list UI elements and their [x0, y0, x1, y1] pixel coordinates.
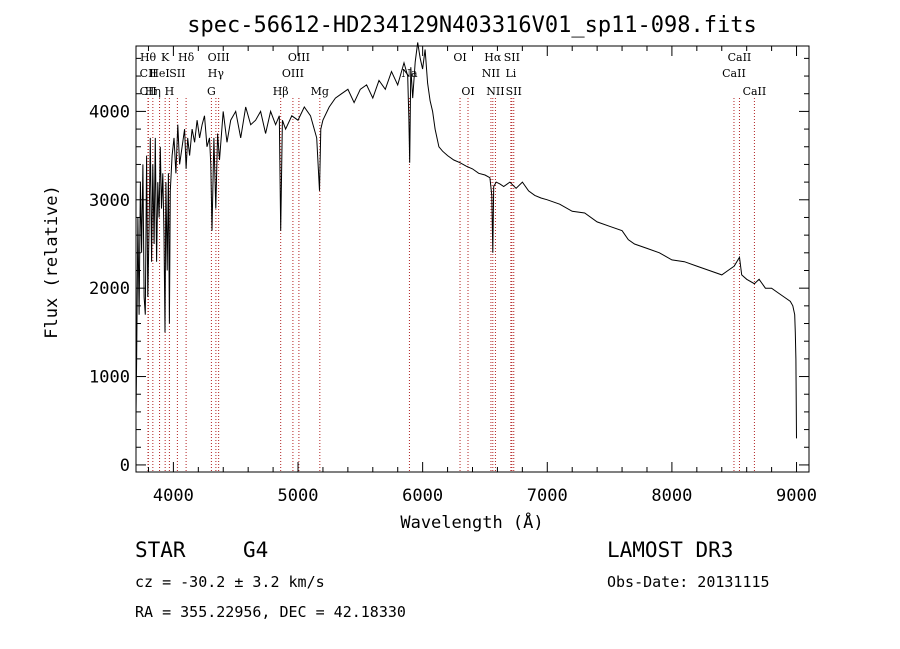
marker-label-15: Mg — [311, 85, 329, 98]
spectrum-series-line — [135, 42, 797, 439]
marker-label-22: Li — [505, 67, 516, 80]
marker-label-17: OI — [453, 51, 466, 64]
marker-label-24: SII — [506, 85, 522, 98]
y-tick-label-2: 2000 — [89, 279, 130, 299]
y-tick-label-4: 4000 — [89, 102, 130, 122]
coordinates: RA = 355.22956, DEC = 42.18330 — [135, 603, 406, 621]
marker-label-5: K — [161, 51, 170, 64]
marker-label-0: Hθ — [140, 51, 157, 64]
marker-label-3: HeI — [149, 67, 169, 80]
obs-date: Obs-Date: 20131115 — [607, 573, 770, 591]
marker-label-10: Hγ — [208, 67, 225, 80]
marker-label-6: H — [165, 85, 175, 98]
plot-frame — [135, 45, 810, 473]
y-axis-label: Flux (relative) — [42, 185, 62, 339]
marker-label-1: CII — [140, 67, 157, 80]
y-tick-label-0: 0 — [120, 456, 130, 476]
chart-title: spec-56612-HD234129N403316V01_sp11-098.f… — [187, 13, 757, 38]
marker-label-16: Na — [401, 67, 418, 80]
object-class: STAR — [135, 538, 186, 562]
marker-label-11: G — [207, 85, 216, 98]
x-axis: 4000 5000 6000 7000 8000 9000 — [147, 46, 817, 506]
survey-name: LAMOST DR3 — [607, 538, 734, 562]
marker-label-13: OIII — [282, 67, 304, 80]
object-subclass: G4 — [243, 538, 269, 562]
marker-label-14: Hβ — [273, 85, 289, 98]
y-tick-label-3: 3000 — [89, 191, 130, 211]
x-tick-label-1: 5000 — [278, 486, 319, 506]
x-tick-label-0: 4000 — [153, 486, 194, 506]
y-tick-label-1: 1000 — [89, 368, 130, 388]
marker-label-8: Hδ — [178, 51, 195, 64]
marker-label-18: OI — [461, 85, 474, 98]
marker-label-23: NII — [486, 85, 504, 98]
marker-label-21: NII — [482, 67, 500, 80]
marker-label-26: CaII — [722, 67, 746, 80]
x-tick-label-5: 9000 — [776, 486, 817, 506]
marker-label-27: CaII — [743, 85, 767, 98]
marker-label-4: Hη — [145, 85, 161, 98]
emission-line-markers — [147, 98, 755, 472]
marker-label-20: SII — [504, 51, 520, 64]
x-axis-label: Wavelength (Å) — [400, 511, 543, 533]
x-tick-label-2: 6000 — [402, 486, 443, 506]
marker-label-2: CII — [140, 85, 157, 98]
redshift-text: cz = -30.2 ± 3.2 km/s — [135, 573, 325, 591]
y-axis: 0 1000 2000 3000 4000 — [89, 57, 809, 476]
x-tick-label-3: 7000 — [527, 486, 568, 506]
marker-label-25: CaII — [728, 51, 752, 64]
x-tick-label-4: 8000 — [651, 486, 692, 506]
marker-label-7: SII — [169, 67, 185, 80]
marker-label-9: OIII — [208, 51, 230, 64]
marker-label-12: OIII — [288, 51, 310, 64]
marker-label-19: Hα — [484, 51, 502, 64]
